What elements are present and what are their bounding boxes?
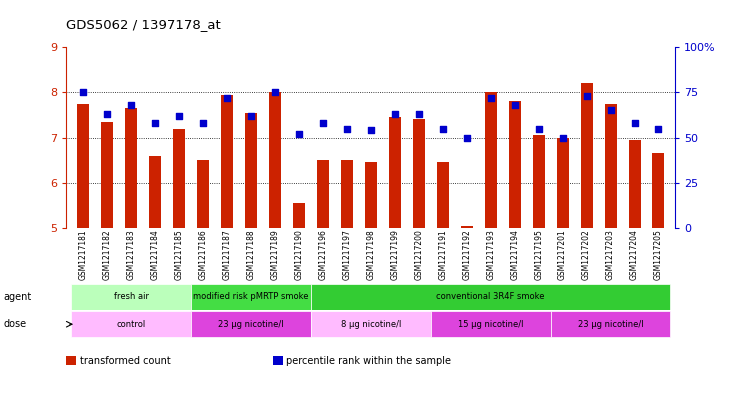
Text: GSM1217184: GSM1217184 xyxy=(151,229,159,280)
Text: GSM1217197: GSM1217197 xyxy=(342,229,351,280)
Bar xyxy=(173,129,185,228)
Point xyxy=(77,89,89,95)
Text: percentile rank within the sample: percentile rank within the sample xyxy=(286,356,452,366)
Bar xyxy=(311,283,671,310)
Point xyxy=(533,125,545,132)
Text: 23 μg nicotine/l: 23 μg nicotine/l xyxy=(218,320,284,329)
Point xyxy=(269,89,281,95)
Text: transformed count: transformed count xyxy=(80,356,170,366)
Point xyxy=(508,102,520,108)
Bar xyxy=(461,226,473,228)
Point xyxy=(341,125,353,132)
Bar xyxy=(365,162,377,228)
Point xyxy=(317,120,329,126)
Bar xyxy=(533,135,545,228)
Text: GSM1217200: GSM1217200 xyxy=(414,229,424,280)
Point xyxy=(197,120,209,126)
Text: GSM1217203: GSM1217203 xyxy=(606,229,615,280)
Text: GSM1217182: GSM1217182 xyxy=(103,229,111,280)
Bar xyxy=(431,311,551,338)
Text: 15 μg nicotine/l: 15 μg nicotine/l xyxy=(458,320,523,329)
Bar xyxy=(149,156,161,228)
Text: GSM1217189: GSM1217189 xyxy=(270,229,280,280)
Bar xyxy=(245,113,257,228)
Point xyxy=(245,113,257,119)
Text: GSM1217190: GSM1217190 xyxy=(294,229,303,280)
Bar xyxy=(293,203,305,228)
Bar xyxy=(508,101,521,228)
Point xyxy=(125,102,137,108)
Bar xyxy=(311,311,431,338)
Text: GSM1217185: GSM1217185 xyxy=(175,229,184,280)
Point xyxy=(556,134,568,141)
Bar xyxy=(101,122,113,228)
Bar xyxy=(389,117,401,228)
Text: GSM1217192: GSM1217192 xyxy=(462,229,472,280)
Text: GSM1217187: GSM1217187 xyxy=(223,229,232,280)
Point xyxy=(437,125,449,132)
Text: GSM1217201: GSM1217201 xyxy=(558,229,567,280)
Text: GSM1217199: GSM1217199 xyxy=(390,229,399,280)
Text: modified risk pMRTP smoke: modified risk pMRTP smoke xyxy=(193,292,308,301)
Bar xyxy=(485,92,497,228)
Text: conventional 3R4F smoke: conventional 3R4F smoke xyxy=(436,292,545,301)
Point xyxy=(461,134,472,141)
Point xyxy=(389,111,401,117)
Point xyxy=(149,120,161,126)
Text: fresh air: fresh air xyxy=(114,292,148,301)
Text: GSM1217193: GSM1217193 xyxy=(486,229,495,280)
Bar xyxy=(604,104,616,228)
Text: 23 μg nicotine/l: 23 μg nicotine/l xyxy=(578,320,644,329)
Text: agent: agent xyxy=(4,292,32,302)
Text: GSM1217205: GSM1217205 xyxy=(654,229,663,280)
Bar xyxy=(556,138,568,228)
Point xyxy=(485,95,497,101)
Point xyxy=(173,113,185,119)
Point xyxy=(413,111,424,117)
Text: GSM1217195: GSM1217195 xyxy=(534,229,543,280)
Text: GSM1217183: GSM1217183 xyxy=(127,229,136,280)
Text: GSM1217194: GSM1217194 xyxy=(510,229,519,280)
Point xyxy=(293,131,305,137)
Bar xyxy=(221,95,233,228)
Text: GSM1217191: GSM1217191 xyxy=(438,229,447,280)
Point xyxy=(581,93,593,99)
Bar xyxy=(197,160,209,228)
Bar xyxy=(413,119,425,228)
Bar xyxy=(317,160,329,228)
Text: GSM1217181: GSM1217181 xyxy=(79,229,88,280)
Text: GSM1217186: GSM1217186 xyxy=(199,229,207,280)
Bar xyxy=(77,104,89,228)
Bar xyxy=(341,160,353,228)
Bar xyxy=(71,283,191,310)
Text: dose: dose xyxy=(4,319,27,329)
Point xyxy=(629,120,641,126)
Text: 8 μg nicotine/l: 8 μg nicotine/l xyxy=(341,320,401,329)
Bar xyxy=(125,108,137,228)
Bar xyxy=(191,311,311,338)
Bar xyxy=(269,92,281,228)
Bar xyxy=(581,83,593,228)
Bar xyxy=(191,283,311,310)
Text: GSM1217196: GSM1217196 xyxy=(318,229,328,280)
Point xyxy=(652,125,664,132)
Point xyxy=(221,95,233,101)
Text: control: control xyxy=(117,320,146,329)
Bar xyxy=(437,162,449,228)
Text: GDS5062 / 1397178_at: GDS5062 / 1397178_at xyxy=(66,18,221,31)
Text: GSM1217204: GSM1217204 xyxy=(630,229,639,280)
Bar xyxy=(71,311,191,338)
Text: GSM1217202: GSM1217202 xyxy=(582,229,591,280)
Point xyxy=(365,127,376,134)
Bar xyxy=(629,140,641,228)
Text: GSM1217188: GSM1217188 xyxy=(246,229,255,280)
Bar xyxy=(551,311,671,338)
Point xyxy=(101,111,113,117)
Point xyxy=(604,107,616,114)
Bar xyxy=(652,153,664,228)
Text: GSM1217198: GSM1217198 xyxy=(366,229,376,280)
